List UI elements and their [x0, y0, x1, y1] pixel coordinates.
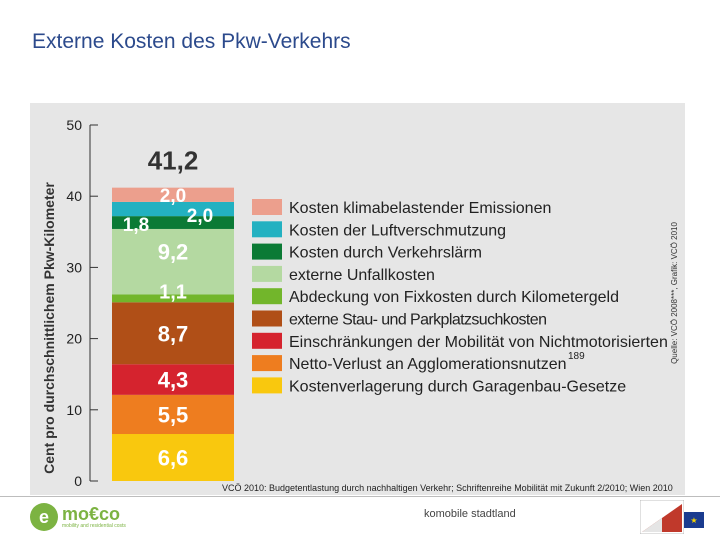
- chart-credit: Quelle: VCÖ 2008***, Grafik: VCÖ 2010: [670, 222, 679, 364]
- legend-swatch: [252, 265, 282, 282]
- data-label: 6,6: [158, 446, 189, 471]
- y-tick-label: 30: [66, 259, 82, 275]
- legend-label: Kostenverlagerung durch Garagenbau-Geset…: [289, 378, 626, 395]
- bar-segment: [112, 294, 234, 303]
- moreco-logo-text: mo€co: [62, 504, 121, 524]
- legend-footnote: 189: [568, 351, 585, 362]
- legend-label: externe Stau- und Parkplatzsuchkosten: [289, 312, 547, 329]
- bar-segment: [112, 434, 234, 481]
- data-label: 9,2: [158, 240, 189, 265]
- moreco-logo: e mo€co mobility and residential costs: [30, 503, 126, 531]
- legend-swatch: [252, 332, 282, 349]
- legend-swatch: [252, 377, 282, 394]
- legend-label: Kosten der Luftverschmutzung: [289, 222, 506, 239]
- bar-segment: [112, 187, 234, 202]
- legend-label: Abdeckung von Fixkosten durch Kilometerg…: [289, 289, 619, 306]
- y-tick-label: 50: [66, 117, 82, 133]
- moreco-logo-tagline: mobility and residential costs: [62, 523, 126, 529]
- bar-segment: [112, 216, 234, 229]
- legend-swatch: [252, 199, 282, 215]
- data-label: 2,0: [160, 186, 186, 207]
- legend-swatch: [252, 221, 282, 238]
- legend-label: Netto-Verlust an Agglomerationsnutzen: [289, 356, 567, 373]
- data-label: 1,1: [159, 281, 187, 303]
- y-tick-label: 10: [66, 402, 82, 418]
- bar-segment: [112, 394, 234, 435]
- data-label: 1,8: [123, 215, 149, 236]
- bar-segment: [112, 228, 234, 295]
- legend-swatch: [252, 243, 282, 260]
- partner-logo-icon: [640, 500, 684, 534]
- page-title: Externe Kosten des Pkw-Verkehrs: [32, 30, 351, 53]
- legend-swatch: [252, 355, 282, 372]
- y-tick-label: 40: [66, 188, 82, 204]
- legend-swatch: [252, 288, 282, 305]
- legend-label: Kosten klimabelastender Emissionen: [289, 200, 551, 217]
- y-tick-label: 0: [74, 473, 82, 489]
- data-label: 4,3: [158, 368, 189, 393]
- moreco-logo-icon: e: [30, 503, 58, 531]
- chart-panel: 0 10 20 30 40 50 Cent pro durchschnittlichem P…: [30, 103, 685, 495]
- legend-label: Kosten durch Verkehrslärm: [289, 245, 482, 262]
- data-label: 8,7: [158, 321, 189, 346]
- stacked-bar-chart: 0 10 20 30 40 50 Cent pro durchschnittlichem P…: [41, 117, 679, 489]
- bar-segment: [112, 302, 234, 365]
- data-label: 2,0: [187, 206, 213, 227]
- eu-flag-icon: ★: [684, 512, 704, 528]
- bar-segment: [112, 364, 234, 395]
- source-citation: VCÖ 2010: Budgetentlastung durch nachhal…: [222, 483, 673, 493]
- total-label: 41,2: [148, 146, 199, 176]
- footer-center-text: komobile stadtland: [424, 508, 516, 520]
- legend-swatch: [252, 310, 282, 327]
- legend-label: Einschränkungen der Mobilität von Nichtm…: [289, 334, 668, 351]
- footer-divider: [0, 496, 720, 497]
- legend-label: externe Unfallkosten: [289, 267, 435, 284]
- y-axis-title: Cent pro durchschnittlichem Pkw-Kilomete…: [41, 182, 57, 474]
- y-tick-label: 20: [66, 331, 82, 347]
- bar-segment: [112, 201, 234, 217]
- data-label: 5,5: [158, 402, 189, 427]
